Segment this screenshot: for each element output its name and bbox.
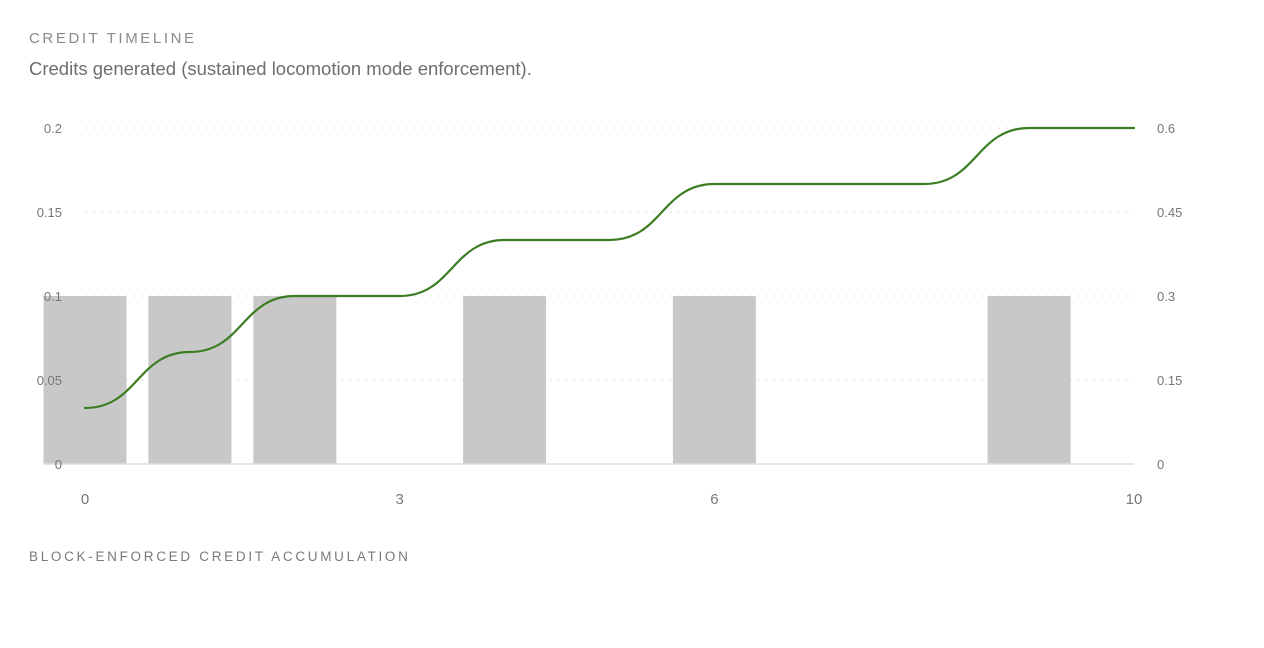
line-layer	[83, 126, 1136, 410]
credit-bar	[148, 296, 232, 464]
bar-layer	[43, 296, 1071, 464]
y-left-tick-label: 0.05	[37, 373, 62, 388]
y-right-tick-label: 0.15	[1157, 373, 1182, 388]
x-tick-label: 0	[81, 491, 89, 508]
y-right-tick-label: 0.3	[1157, 289, 1175, 304]
y-left-tick-label: 0	[55, 457, 62, 472]
credit-bar	[987, 296, 1071, 464]
credit-bar	[463, 296, 547, 464]
credit-bar	[43, 296, 127, 464]
section-title-block-enforced: BLOCK-ENFORCED CREDIT ACCUMULATION	[29, 549, 411, 564]
y-right-tick-label: 0.45	[1157, 205, 1182, 220]
grid-layer	[85, 127, 1134, 381]
y-left-tick-label: 0.1	[44, 289, 62, 304]
chart-title: CREDIT TIMELINE	[29, 30, 197, 47]
label-layer: 0 0.05 0.1 0.15 0.2 0 0.15 0.3 0.45 0.6 0 3 6 10	[37, 121, 1183, 508]
chart-subtitle: Credits generated (sustained locomotion …	[29, 58, 532, 79]
y-left-tick-label: 0.2	[44, 121, 62, 136]
y-left-tick-label: 0.15	[37, 205, 62, 220]
y-right-tick-label: 0.6	[1157, 121, 1175, 136]
x-tick-label: 3	[396, 491, 404, 508]
x-tick-label: 6	[710, 491, 718, 508]
x-tick-label: 10	[1126, 491, 1143, 508]
credit-bar	[672, 296, 756, 464]
cumulative-credit-line	[83, 126, 1136, 410]
credit-bar	[253, 296, 337, 464]
y-right-tick-label: 0	[1157, 457, 1164, 472]
credit-timeline-chart: 0 0.05 0.1 0.15 0.2 0 0.15 0.3 0.45 0.6 0 3 6 10	[37, 121, 1183, 508]
